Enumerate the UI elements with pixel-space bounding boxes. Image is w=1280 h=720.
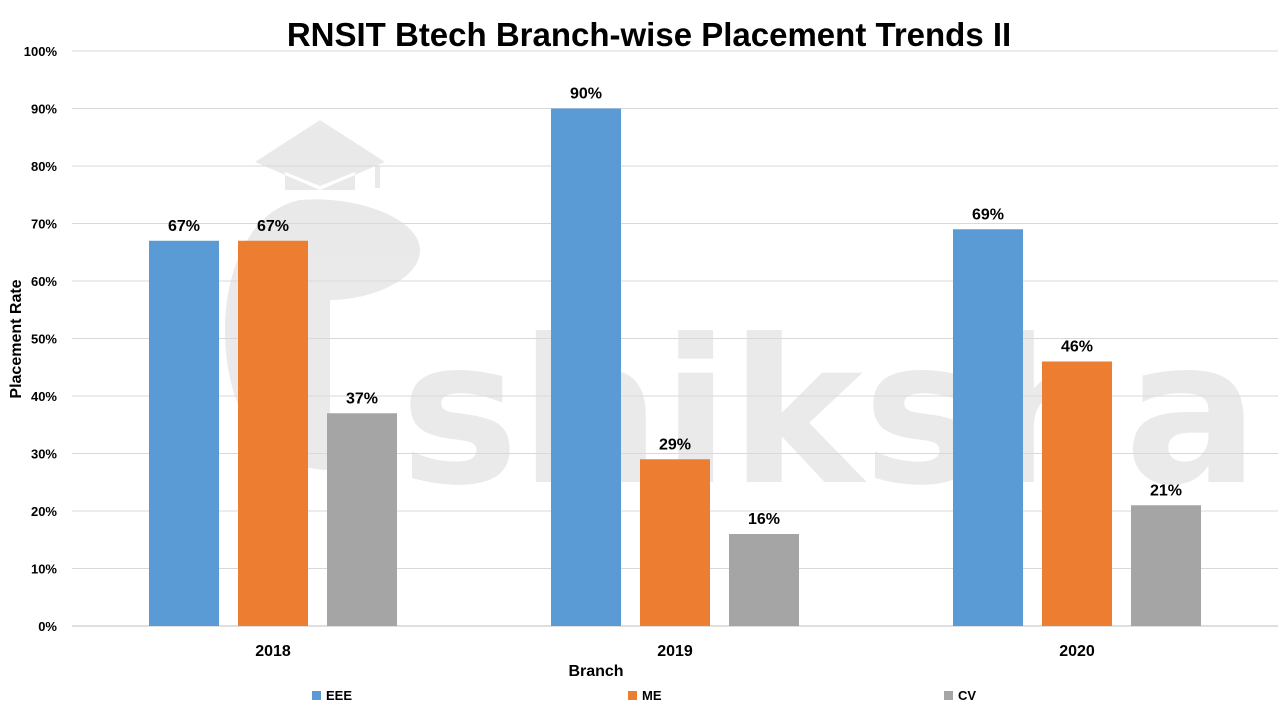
y-tick-label: 60% [31,274,57,289]
bar-cv-2018 [327,413,397,626]
bar-cv-2019 [729,534,799,626]
bar-me-2019 [640,459,710,626]
legend-label: CV [958,688,976,703]
data-label: 21% [1150,482,1182,499]
x-tick-label: 2019 [657,643,693,660]
chart-title: RNSIT Btech Branch-wise Placement Trends… [287,16,1011,53]
data-label: 67% [257,218,289,235]
x-tick-label: 2018 [255,643,291,660]
bar-cv-2020 [1131,505,1201,626]
x-tick-label: 2020 [1059,643,1095,660]
y-tick-label: 80% [31,159,57,174]
y-axis-label: Placement Rate [8,279,25,398]
y-tick-label: 10% [31,562,57,577]
legend-swatch-me [628,691,637,700]
y-tick-label: 30% [31,447,57,462]
y-tick-label: 20% [31,504,57,519]
y-tick-label: 0% [38,619,57,634]
y-tick-label: 70% [31,217,57,232]
bar-me-2020 [1042,361,1112,626]
data-label: 46% [1061,339,1093,356]
data-label: 37% [346,390,378,407]
y-tick-label: 100% [24,44,58,59]
data-label: 69% [972,206,1004,223]
data-label: 29% [659,436,691,453]
y-tick-label: 40% [31,389,57,404]
data-label: 67% [168,218,200,235]
legend-label: ME [642,688,662,703]
legend-swatch-eee [312,691,321,700]
legend-label: EEE [326,688,352,703]
y-tick-label: 50% [31,332,57,347]
data-label: 16% [748,511,780,528]
legend: EEE ME CV [312,688,976,703]
legend-swatch-cv [944,691,953,700]
bar-eee-2019 [551,108,621,626]
x-axis-label: Branch [568,663,623,680]
bar-me-2018 [238,240,308,626]
bar-eee-2020 [953,229,1023,626]
y-tick-label: 90% [31,102,57,117]
bar-eee-2018 [149,240,219,626]
data-label: 90% [570,86,602,103]
